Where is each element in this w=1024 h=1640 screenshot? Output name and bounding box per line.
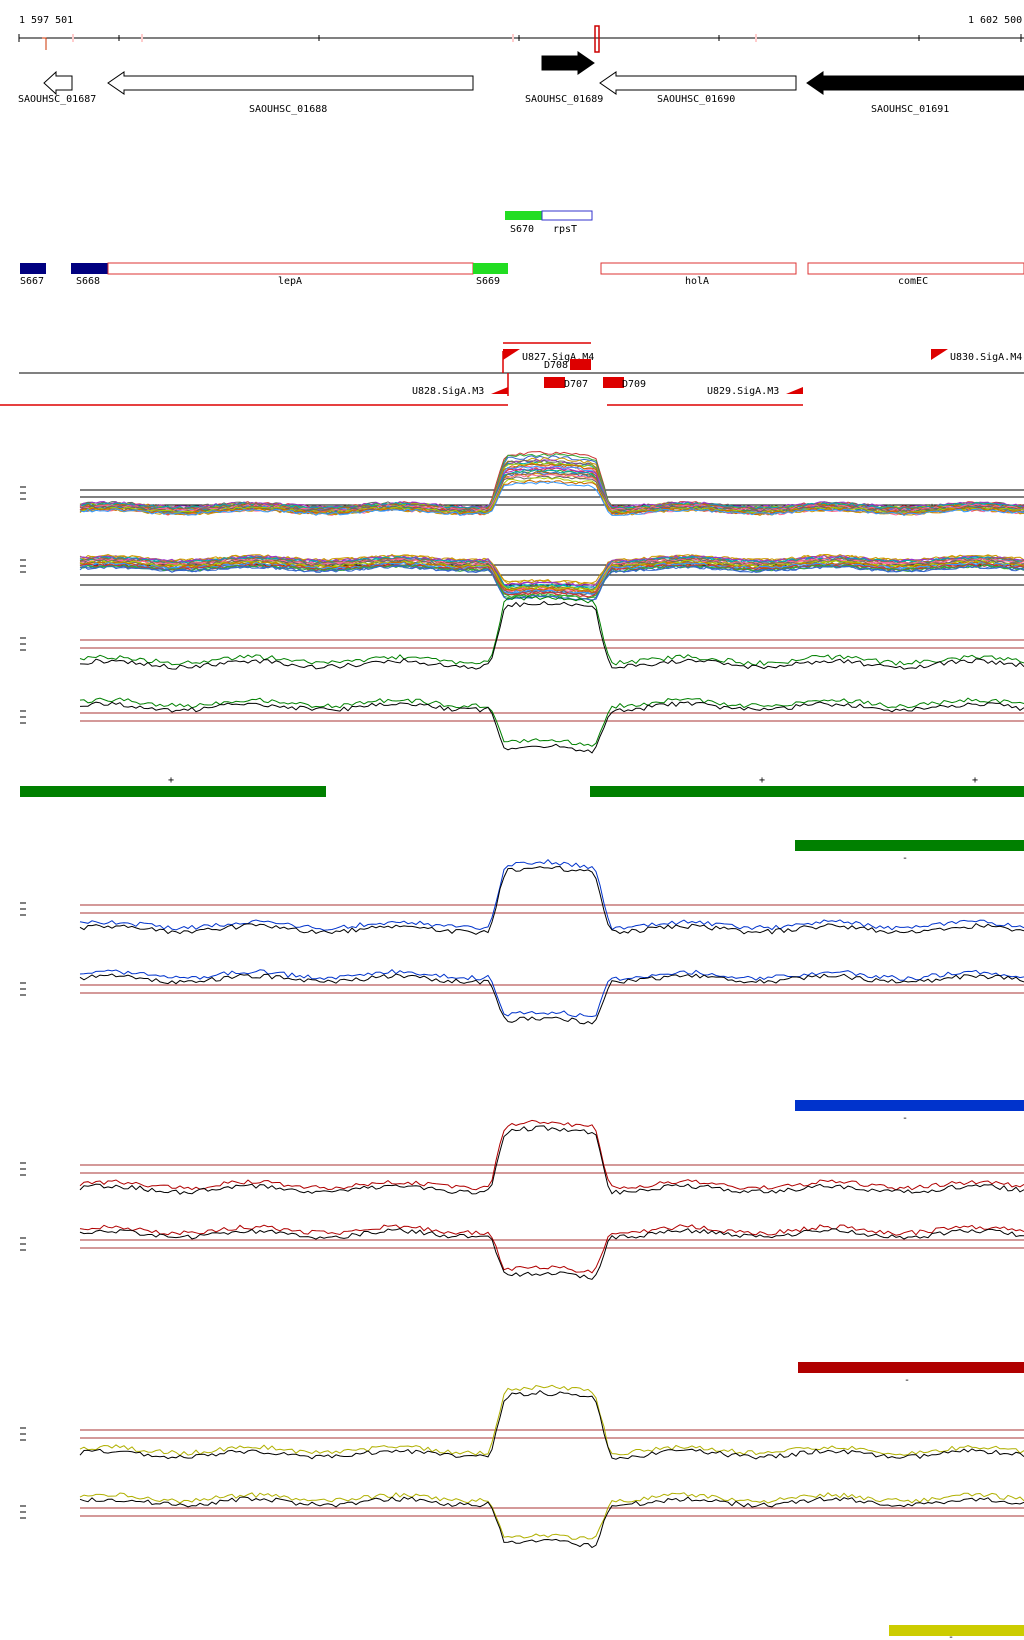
tss-label: U828.SigA.M3: [412, 386, 484, 397]
strand-sign: +: [759, 775, 765, 786]
profile-trace: [79, 1492, 1024, 1540]
plus-strand-bar[interactable]: [20, 786, 326, 797]
profile-trace: [79, 561, 1024, 593]
segment-label: S667: [20, 276, 44, 287]
profile-trace: [79, 469, 1024, 510]
profile-trace: [79, 474, 1024, 513]
green-minus-bar[interactable]: [795, 840, 1024, 851]
profile-trace: [79, 1119, 1024, 1191]
gene-saouhsc-01690[interactable]: SAOUHSC_01690: [599, 71, 797, 105]
small-rna-track: S670 rpsT: [505, 210, 593, 235]
segment-label: comEC: [898, 276, 928, 287]
tss-label: U830.SigA.M4: [950, 352, 1022, 363]
strand-sign: -: [904, 1375, 910, 1386]
profile-trace: [79, 1125, 1024, 1195]
segment-label: S669: [476, 276, 500, 287]
profile-trace: [79, 481, 1024, 517]
gene-saouhsc-01689[interactable]: SAOUHSC_01689: [525, 51, 603, 105]
strand-sign: -: [902, 853, 908, 864]
profile-trace: [79, 697, 1024, 747]
feature-d707[interactable]: [544, 377, 565, 388]
strand-sign: +: [168, 775, 174, 786]
profile-trace: [79, 973, 1024, 1025]
strand-sign: -: [948, 1632, 954, 1640]
profile-trace: [79, 1496, 1024, 1549]
rpst-label: rpsT: [553, 224, 577, 235]
profile-trace: [79, 701, 1024, 754]
segment-track: S667 S668 lepA S669 holA comEC: [20, 262, 1024, 287]
tss-label: D709: [622, 379, 646, 390]
tss-track: U827.SigA.M4 U830.SigA.M4 D708 D707 D709…: [0, 342, 1024, 406]
blue-minus-bar[interactable]: [795, 1100, 1024, 1111]
gene-label: SAOUHSC_01690: [657, 94, 735, 105]
rpst-feature[interactable]: [541, 210, 593, 221]
segment-hola[interactable]: [600, 262, 797, 275]
segment-label: holA: [685, 276, 709, 287]
profile-trace: [79, 477, 1024, 514]
profile-trace: [79, 459, 1024, 510]
profile-trace: [79, 969, 1024, 1018]
red-minus-bar[interactable]: [798, 1362, 1024, 1373]
feature-d709[interactable]: [603, 377, 624, 388]
profile-trace: [79, 563, 1024, 600]
profile-trace: [79, 600, 1024, 670]
gene-label: SAOUHSC_01688: [249, 104, 327, 115]
gene-track: SAOUHSC_01687 SAOUHSC_01688 SAOUHSC_0168…: [18, 51, 1024, 115]
s670-feature[interactable]: [505, 211, 542, 220]
plus-strand-bar[interactable]: [590, 786, 1024, 797]
gene-saouhsc-01691[interactable]: SAOUHSC_01691: [806, 71, 1024, 115]
profile-trace: [79, 554, 1024, 588]
profile-trace: [79, 565, 1024, 602]
segment-s667[interactable]: [20, 263, 46, 274]
cursor-marker[interactable]: [594, 25, 600, 53]
profile-trace: [79, 556, 1024, 592]
strand-bars: + + + - - - -: [20, 775, 1024, 1640]
tss-label: U829.SigA.M3: [707, 386, 779, 397]
gene-label: SAOUHSC_01691: [871, 104, 949, 115]
segment-label: lepA: [278, 276, 302, 287]
gene-saouhsc-01688[interactable]: SAOUHSC_01688: [107, 71, 474, 115]
profile-trace: [79, 1384, 1024, 1457]
strand-sign: +: [972, 775, 978, 786]
coord-end: 1 602 500: [968, 15, 1022, 26]
tss-label: U827.SigA.M4: [522, 352, 594, 363]
profile-trace: [79, 858, 1024, 931]
gene-saouhsc-01687[interactable]: SAOUHSC_01687: [18, 70, 96, 105]
profile-trace: [79, 865, 1024, 935]
tss-label: D707: [564, 379, 588, 390]
profile-trace: [79, 595, 1024, 666]
segment-s669[interactable]: [473, 263, 508, 274]
gene-label: SAOUHSC_01689: [525, 94, 603, 105]
feature-d708[interactable]: [570, 359, 591, 370]
segment-label: S668: [76, 276, 100, 287]
segment-comec[interactable]: [807, 262, 1024, 275]
tss-label: D708: [544, 360, 568, 371]
yellow-minus-bar[interactable]: [889, 1625, 1024, 1636]
coord-start: 1 597 501: [19, 15, 73, 26]
profile-trace: [79, 1389, 1024, 1460]
segment-s668[interactable]: [71, 263, 108, 274]
profile-trace: [79, 1224, 1024, 1274]
gene-label: SAOUHSC_01687: [18, 94, 96, 105]
profile-trace: [79, 1228, 1024, 1280]
s670-label: S670: [510, 224, 534, 235]
coordinate-ruler: 1 597 501 1 602 500: [18, 15, 1024, 53]
strand-sign: -: [902, 1113, 908, 1124]
segment-lepa[interactable]: [107, 262, 474, 275]
expression-profiles: [20, 450, 1024, 1549]
